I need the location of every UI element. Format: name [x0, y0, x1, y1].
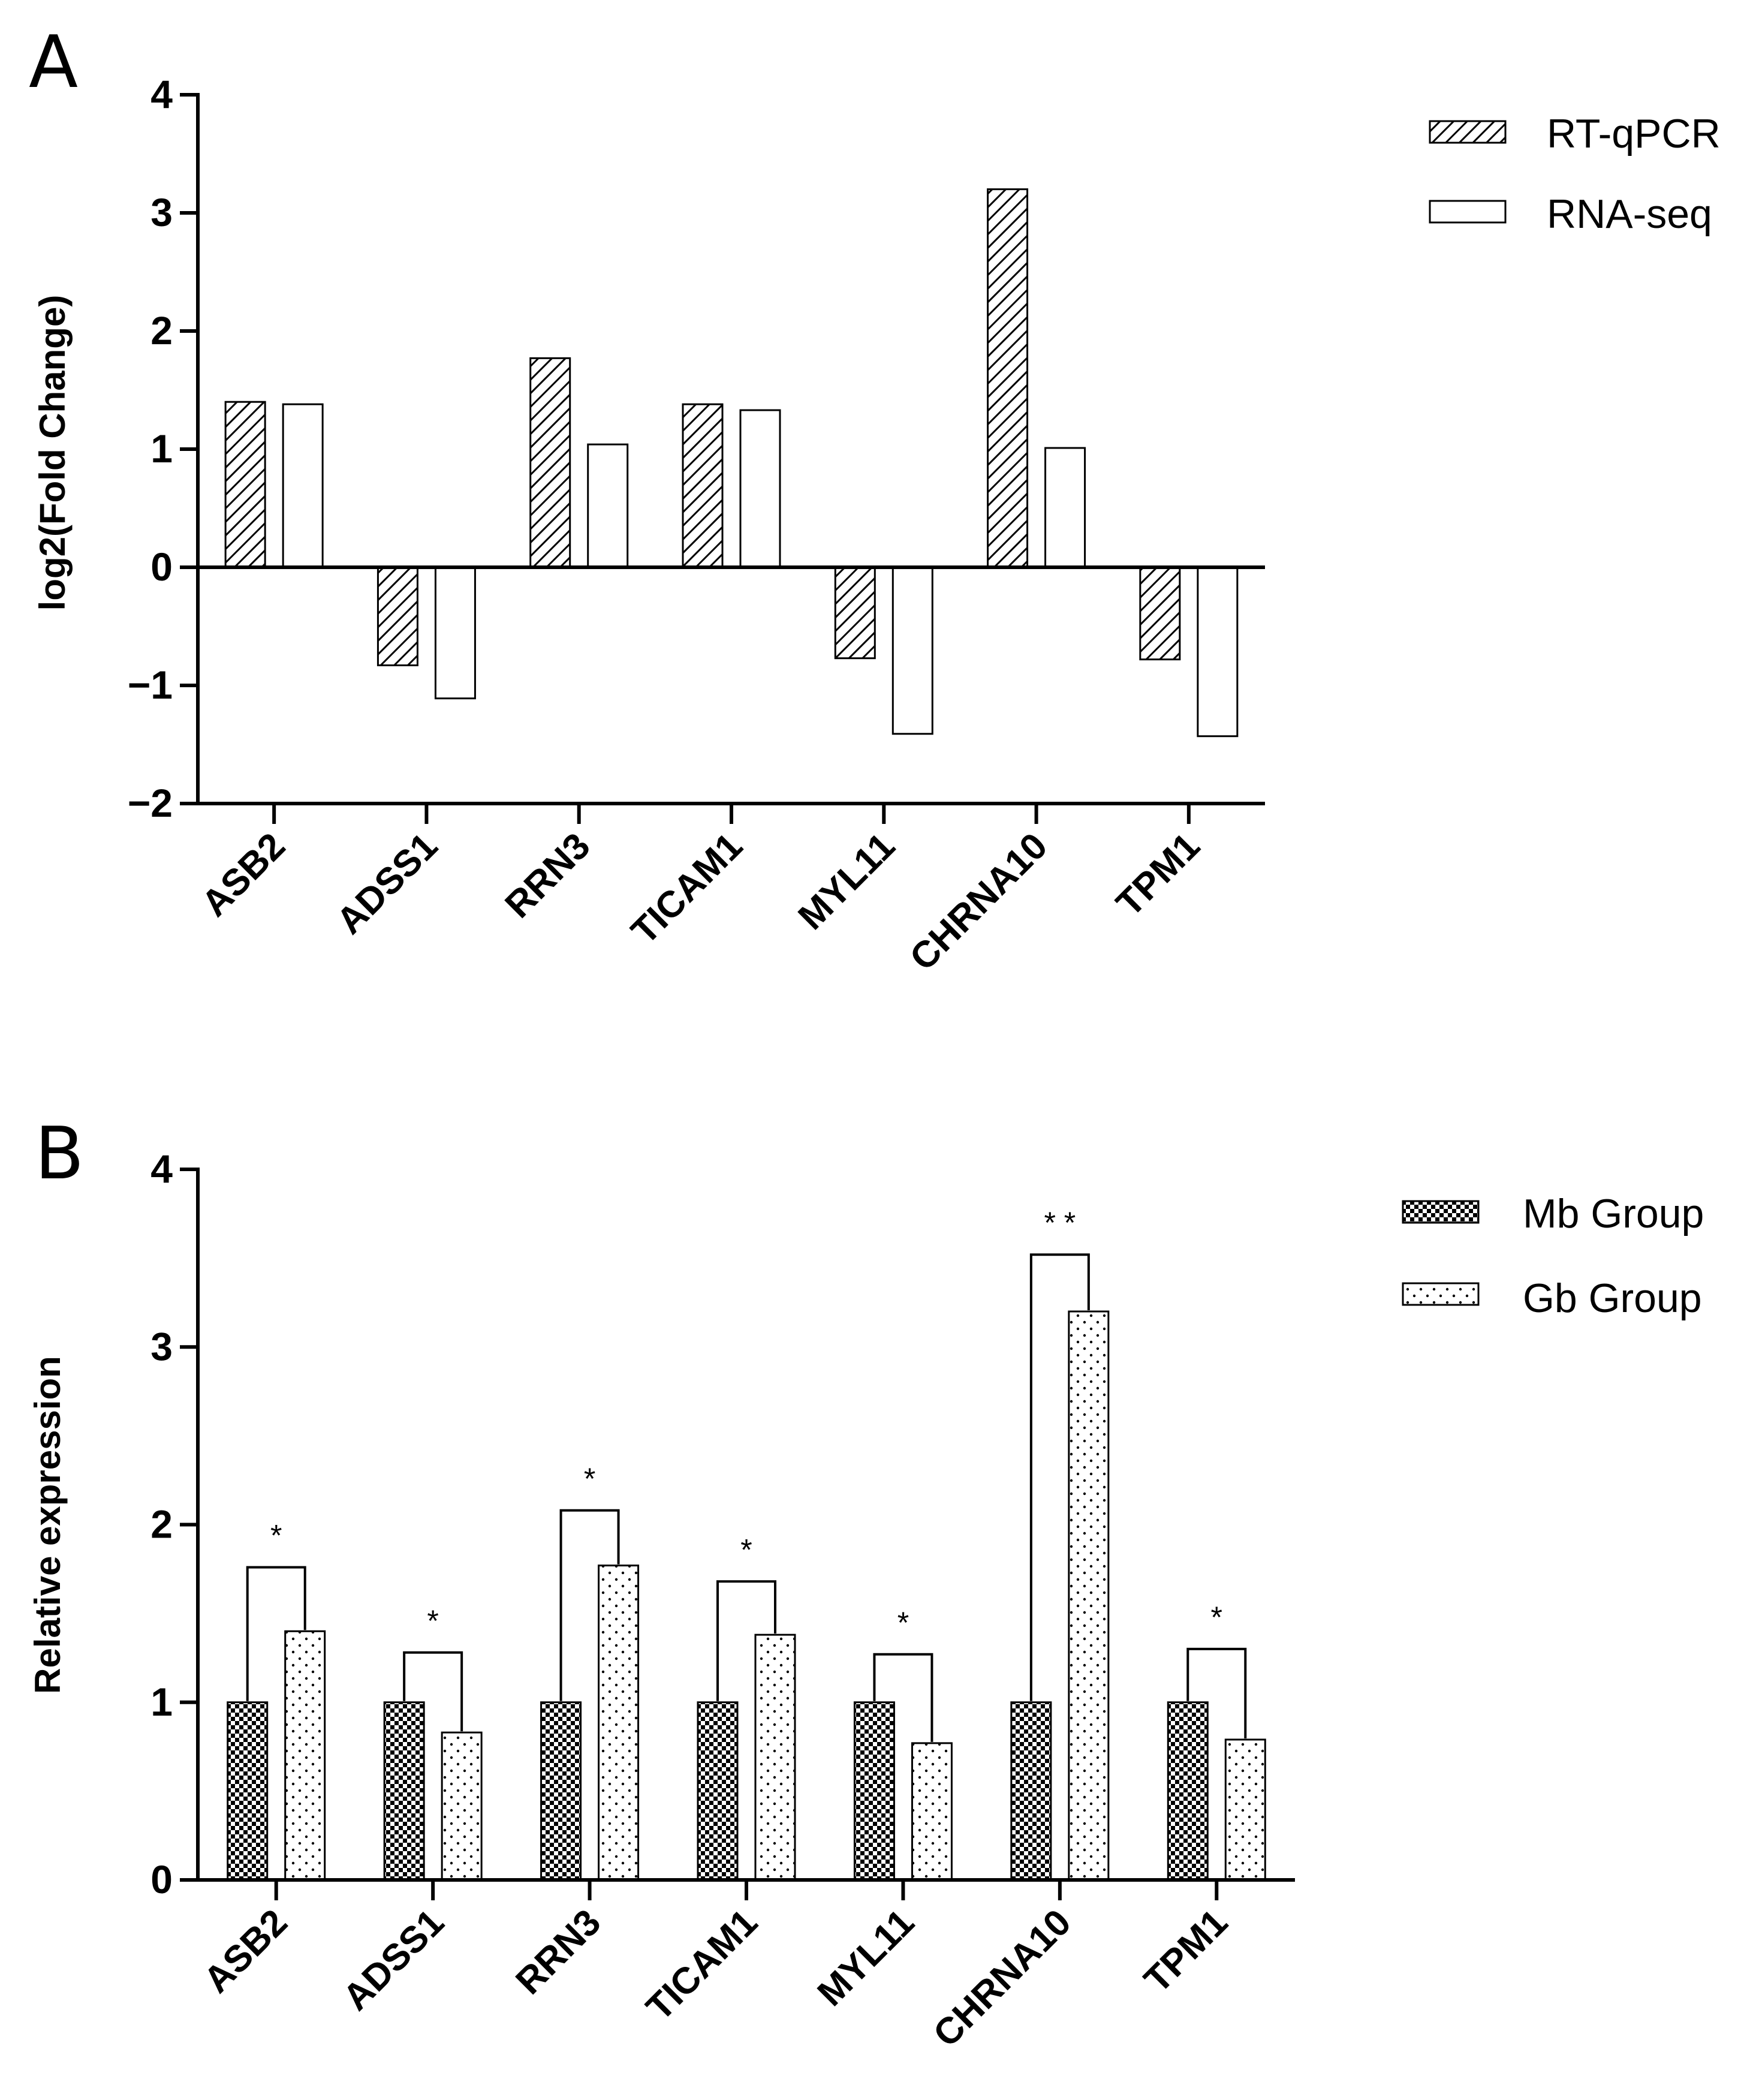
significance-label-rrn3: * [584, 1462, 595, 1496]
panel-a-y-ticks: −2 −1 0 1 2 3 4 [128, 72, 198, 825]
significance-bracket-tpm1 [1186, 1647, 1247, 1738]
bar-rna-seq-rrn3 [587, 443, 629, 568]
y-tick-label-4: 4 [150, 72, 173, 116]
x-tick-label-rrn3: RRN3 [508, 1902, 609, 2002]
y-tick-label-4: 4 [150, 1147, 173, 1191]
significance-label-adss1: * [427, 1604, 438, 1638]
y-tick-label-0: 0 [150, 544, 173, 589]
panel-a-axes [196, 93, 1265, 824]
bar-rt-qpcr-asb2 [224, 401, 266, 568]
bar-mb-group-adss1 [383, 1701, 425, 1881]
legend-label-gb-group: Gb Group [1523, 1275, 1702, 1321]
bar-mb-group-myl11 [853, 1701, 895, 1881]
x-tick-label-adss1: ADSS1 [329, 825, 445, 942]
bar-rna-seq-asb2 [282, 403, 324, 568]
x-tick-label-asb2: ASB2 [194, 825, 293, 925]
bar-mb-group-chrna10 [1010, 1701, 1052, 1881]
legend-swatch-rna-seq [1429, 200, 1507, 224]
significance-bracket-chrna10 [1029, 1253, 1090, 1701]
y-tick-label-0: 0 [150, 1857, 173, 1902]
legend-label-rt-qpcr: RT-qPCR [1547, 111, 1721, 157]
bar-rt-qpcr-chrna10 [987, 188, 1029, 568]
bar-mb-group-tpm1 [1167, 1701, 1209, 1881]
bar-mb-group-rrn3 [540, 1701, 582, 1881]
legend-swatch-mb-group [1402, 1200, 1480, 1224]
x-tick-label-chrna10: CHRNA10 [926, 1902, 1079, 2055]
significance-label-chrna10: * * [1044, 1206, 1076, 1239]
panel-b-bars [227, 1310, 1266, 1881]
panel-b-legend: Mb Group Gb Group [1402, 1191, 1704, 1321]
bar-gb-group-adss1 [441, 1731, 483, 1881]
legend-label-rna-seq: RNA-seq [1547, 191, 1712, 237]
bar-gb-group-rrn3 [598, 1565, 640, 1881]
y-tick-label--2: −2 [128, 781, 173, 825]
panel-b-x-tick-labels: ASB2 ADSS1 RRN3 TICAM1 MYL11 CHRNA10 TPM1 [196, 1902, 1236, 2055]
y-tick-label-1: 1 [150, 426, 173, 471]
significance-bracket-ticam1 [716, 1580, 776, 1701]
x-tick-label-adss1: ADSS1 [335, 1902, 452, 2018]
bar-rna-seq-myl11 [891, 566, 933, 735]
x-tick-label-myl11: MYL11 [810, 1902, 923, 2014]
panel-b-y-axis-title: Relative expression [28, 1356, 68, 1694]
bar-rt-qpcr-myl11 [834, 566, 876, 660]
y-tick-label-2: 2 [150, 1502, 173, 1547]
y-tick-label-3: 3 [150, 1324, 173, 1368]
bar-gb-group-tpm1 [1224, 1738, 1266, 1881]
panel-a-label: A [29, 21, 78, 104]
significance-bracket-asb2 [246, 1566, 306, 1701]
x-tick-label-tpm1: TPM1 [1136, 1902, 1236, 2001]
bar-mb-group-ticam1 [697, 1701, 739, 1881]
legend-swatch-gb-group [1402, 1282, 1480, 1306]
panel-a-legend: RT-qPCR RNA-seq [1429, 111, 1721, 237]
significance-label-asb2: * [270, 1519, 282, 1553]
panel-a-chart: A log2(Fold Change) −2 −1 0 1 2 3 4 ASB2 ADSS1 R… [29, 21, 1721, 979]
bar-rna-seq-tpm1 [1197, 566, 1239, 738]
x-tick-label-rrn3: RRN3 [497, 825, 598, 926]
panel-b-significance: * * * * * * * * [246, 1206, 1247, 1742]
significance-bracket-myl11 [873, 1653, 933, 1742]
significance-bracket-adss1 [403, 1651, 463, 1732]
bar-rt-qpcr-rrn3 [529, 357, 571, 568]
legend-swatch-rt-qpcr [1429, 120, 1507, 144]
panel-a-bars [224, 188, 1239, 738]
bar-rt-qpcr-ticam1 [682, 403, 724, 568]
bar-rt-qpcr-adss1 [376, 566, 418, 667]
bar-gb-group-myl11 [911, 1742, 953, 1881]
significance-label-ticam1: * [740, 1533, 752, 1566]
significance-bracket-rrn3 [559, 1509, 620, 1701]
panel-b-y-ticks: 0 1 2 3 4 [150, 1147, 198, 1902]
x-tick-label-ticam1: TICAM1 [638, 1902, 766, 2029]
panel-a-y-axis-title: log2(Fold Change) [32, 295, 73, 611]
y-tick-label-3: 3 [150, 190, 173, 234]
x-tick-label-ticam1: TICAM1 [624, 825, 751, 952]
panel-b-chart: B Relative expression * * * * * * * * 0 1 2 3 4 AS… [28, 1112, 1704, 2055]
x-tick-label-asb2: ASB2 [196, 1902, 296, 2001]
bar-mb-group-asb2 [227, 1701, 269, 1881]
x-tick-label-chrna10: CHRNA10 [902, 825, 1056, 979]
bar-gb-group-ticam1 [754, 1633, 796, 1881]
bar-gb-group-asb2 [284, 1630, 326, 1881]
bar-gb-group-chrna10 [1068, 1310, 1110, 1881]
bar-rt-qpcr-tpm1 [1139, 566, 1181, 661]
y-tick-label--1: −1 [128, 663, 173, 707]
significance-label-myl11: * [897, 1606, 909, 1639]
y-tick-label-2: 2 [150, 308, 173, 353]
y-tick-label-1: 1 [150, 1680, 173, 1724]
x-tick-label-tpm1: TPM1 [1109, 825, 1208, 925]
panel-b-label: B [35, 1112, 84, 1196]
x-tick-label-myl11: MYL11 [791, 825, 903, 938]
bar-rna-seq-chrna10 [1044, 447, 1086, 568]
bar-rna-seq-ticam1 [739, 409, 781, 568]
significance-label-tpm1: * [1211, 1600, 1222, 1634]
legend-label-mb-group: Mb Group [1523, 1191, 1704, 1236]
bar-rna-seq-adss1 [434, 566, 476, 700]
